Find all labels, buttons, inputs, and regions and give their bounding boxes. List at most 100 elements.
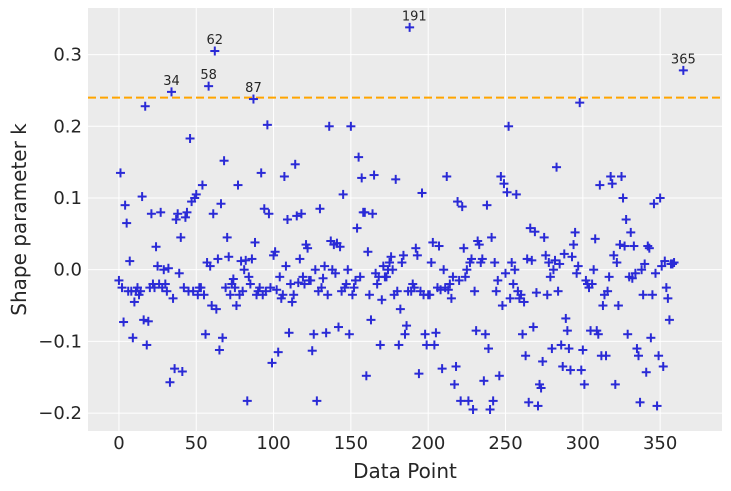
data-point	[462, 265, 472, 275]
data-point	[501, 268, 511, 278]
data-point	[262, 120, 272, 130]
data-point	[428, 237, 438, 247]
data-point	[508, 279, 518, 289]
data-point	[521, 351, 531, 361]
data-point	[612, 258, 622, 268]
data-point	[499, 179, 509, 189]
data-point	[167, 87, 177, 97]
x-tick-label: 0	[113, 433, 124, 454]
data-point	[316, 283, 326, 293]
data-point	[307, 346, 317, 356]
point-annotation-label: 58	[200, 68, 217, 83]
data-point	[402, 321, 412, 331]
y-tick-label: −0.1	[38, 331, 82, 352]
data-point	[482, 200, 492, 210]
data-point	[372, 279, 382, 289]
data-point	[522, 254, 532, 264]
data-point	[463, 396, 473, 406]
data-point	[519, 297, 529, 307]
data-point	[646, 333, 656, 343]
data-point	[442, 171, 452, 181]
data-point	[400, 329, 410, 339]
data-points	[114, 22, 688, 414]
data-point	[239, 265, 249, 275]
data-point	[205, 261, 215, 271]
data-point	[221, 283, 231, 293]
data-point	[191, 189, 201, 199]
data-point	[479, 376, 489, 386]
data-point	[299, 279, 309, 289]
point-annotation-label: 87	[245, 81, 262, 96]
data-point	[664, 315, 674, 325]
data-point	[454, 275, 464, 285]
data-point	[315, 204, 325, 214]
data-point	[139, 315, 149, 325]
data-point	[114, 275, 124, 285]
data-point	[542, 290, 552, 300]
data-point	[630, 268, 640, 278]
data-point	[593, 329, 603, 339]
data-point	[267, 358, 277, 368]
data-point	[151, 242, 161, 252]
data-point	[224, 252, 234, 262]
data-point	[576, 365, 586, 375]
data-point	[572, 268, 582, 278]
data-point	[620, 241, 630, 251]
data-point	[361, 371, 371, 381]
data-point	[211, 304, 221, 314]
data-point	[281, 261, 291, 271]
data-point	[222, 232, 232, 242]
data-point	[153, 261, 163, 271]
data-point	[375, 340, 385, 350]
data-point	[398, 250, 408, 260]
data-point	[357, 173, 367, 183]
point-annotation-label: 34	[163, 74, 180, 89]
data-point	[284, 328, 294, 338]
data-point	[651, 268, 661, 278]
data-point	[165, 377, 175, 387]
data-point	[604, 272, 614, 282]
data-point	[388, 265, 398, 275]
data-point	[556, 340, 566, 350]
data-point	[647, 290, 657, 300]
data-point	[502, 187, 512, 197]
data-point	[320, 261, 330, 271]
data-point	[137, 192, 147, 202]
data-point	[657, 261, 667, 271]
data-point	[146, 209, 156, 219]
data-point	[185, 133, 195, 143]
data-point	[397, 258, 407, 268]
data-point	[422, 340, 432, 350]
data-point	[323, 290, 333, 300]
point-annotation-label: 365	[671, 52, 696, 67]
data-point	[335, 242, 345, 252]
x-tick-label: 150	[334, 433, 368, 454]
data-point	[293, 278, 303, 288]
data-point	[231, 301, 241, 311]
data-point	[188, 286, 198, 296]
data-point	[575, 98, 585, 108]
data-point	[208, 209, 218, 219]
data-point	[449, 379, 459, 389]
data-point	[545, 272, 555, 282]
data-point	[156, 207, 166, 217]
data-point	[516, 290, 526, 300]
data-point	[629, 241, 639, 251]
data-point	[595, 180, 605, 190]
data-point	[466, 254, 476, 264]
data-point	[487, 232, 497, 242]
data-point	[162, 286, 172, 296]
data-point	[391, 174, 401, 184]
data-point	[352, 223, 362, 233]
data-point	[324, 121, 334, 131]
data-point	[456, 396, 466, 406]
y-tick-label: 0.1	[53, 188, 82, 209]
data-point	[497, 301, 507, 311]
data-point	[569, 240, 579, 250]
data-point	[405, 22, 415, 32]
data-point	[474, 240, 484, 250]
data-point	[343, 265, 353, 275]
data-point	[559, 249, 569, 259]
data-point	[618, 193, 628, 203]
data-point	[272, 285, 282, 295]
